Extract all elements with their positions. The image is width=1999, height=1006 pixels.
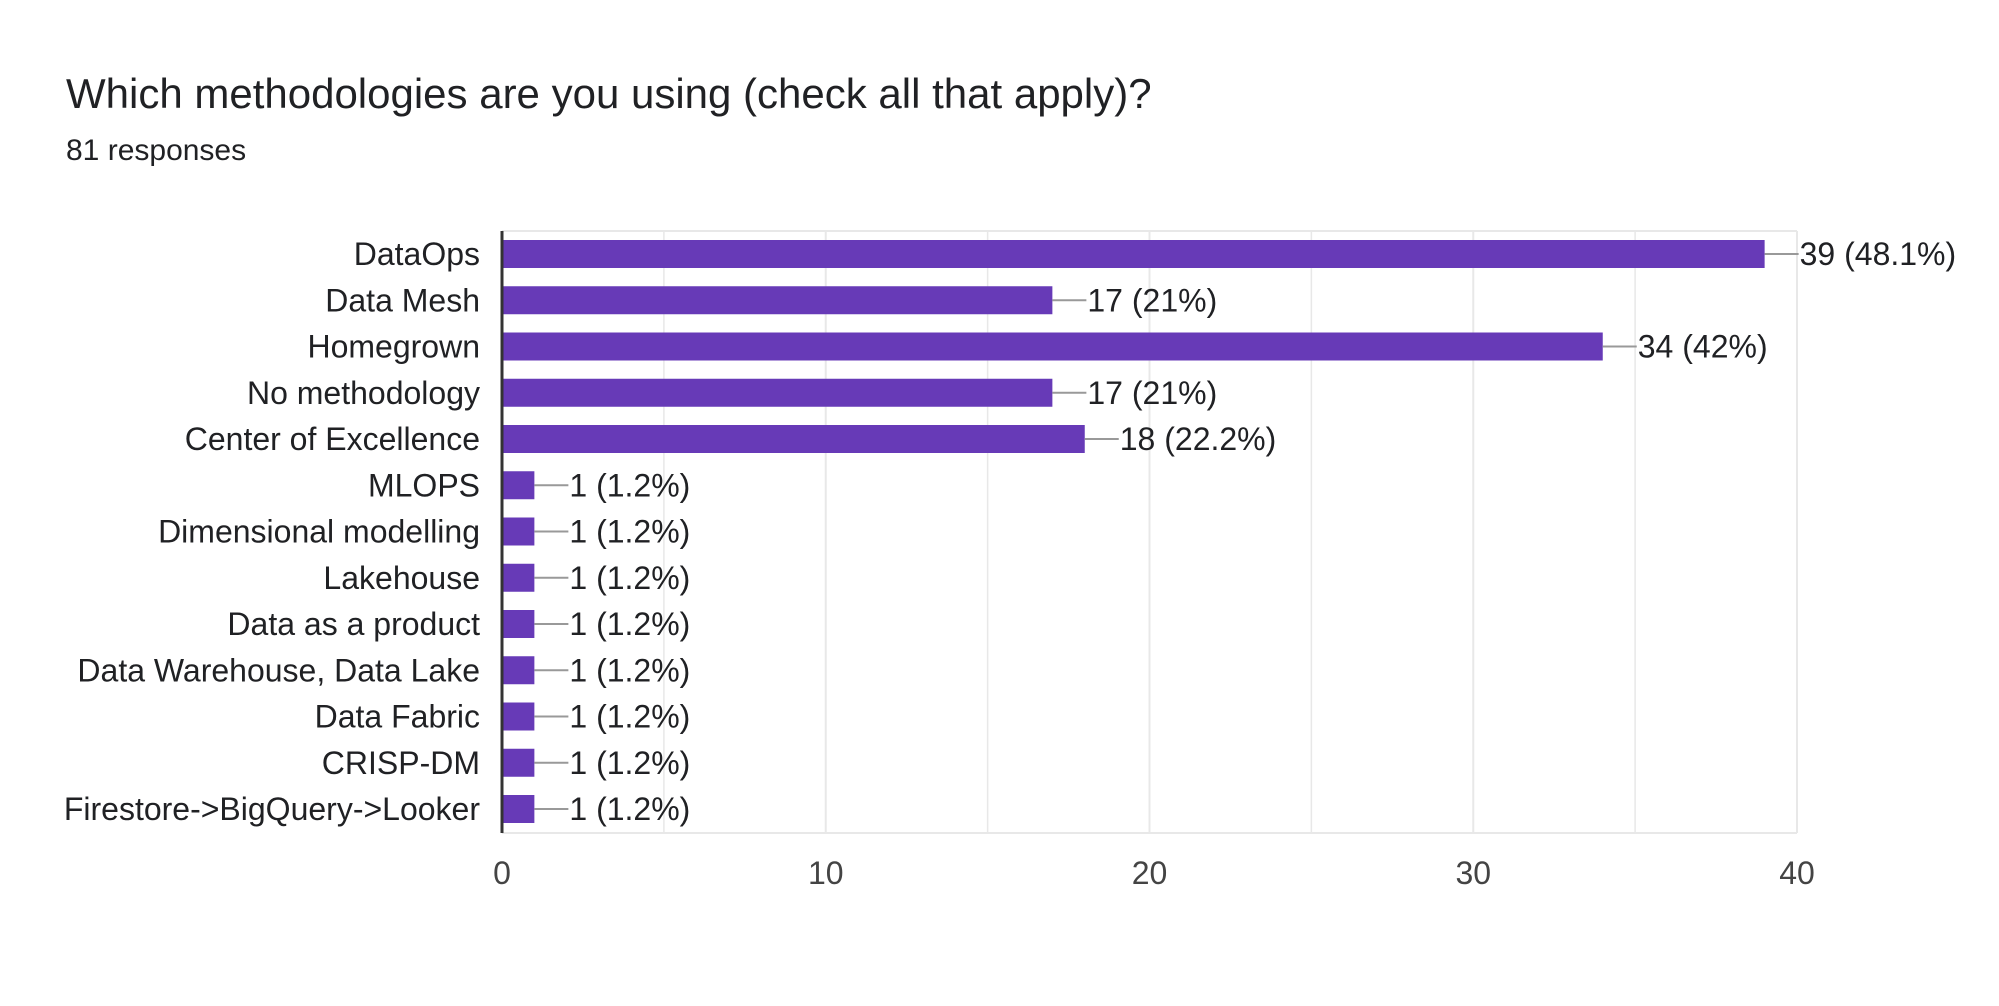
category-label: Dimensional modelling — [158, 514, 480, 550]
data-label: 1 (1.2%) — [569, 560, 690, 596]
bar[interactable] — [502, 748, 535, 777]
x-tick-label: 0 — [493, 855, 511, 891]
grid-layer — [501, 230, 1798, 834]
bar[interactable] — [502, 517, 535, 546]
category-label: MLOPS — [368, 467, 480, 503]
category-label: Firestore->BigQuery->Looker — [64, 791, 481, 827]
bar[interactable] — [502, 378, 1053, 407]
data-label: 1 (1.2%) — [569, 514, 690, 550]
bar[interactable] — [502, 425, 1085, 453]
bar-layer — [502, 240, 1799, 823]
data-label: 18 (22.2%) — [1120, 421, 1277, 457]
question-title: Which methodologies are you using (check… — [66, 70, 1152, 117]
bar[interactable] — [502, 471, 535, 500]
bar[interactable] — [502, 563, 535, 592]
response-count: 81 responses — [66, 134, 247, 167]
bar[interactable] — [502, 656, 535, 685]
data-label: 17 (21%) — [1087, 282, 1217, 318]
category-label: Homegrown — [307, 329, 480, 365]
category-label: Lakehouse — [323, 560, 480, 596]
category-label: Center of Excellence — [185, 421, 480, 457]
data-label: 39 (48.1%) — [1800, 236, 1957, 272]
category-label: DataOps — [354, 236, 480, 272]
x-tick-label: 40 — [1779, 855, 1815, 891]
bar[interactable] — [502, 702, 535, 731]
data-label: 1 (1.2%) — [569, 745, 690, 781]
data-label: 1 (1.2%) — [569, 606, 690, 642]
data-label: 1 (1.2%) — [569, 467, 690, 503]
data-label: 17 (21%) — [1087, 375, 1217, 411]
category-label: No methodology — [247, 375, 480, 411]
data-label: 34 (42%) — [1638, 329, 1768, 365]
bar[interactable] — [502, 795, 535, 823]
category-label: Data as a product — [227, 606, 480, 642]
bar[interactable] — [502, 610, 535, 638]
bar[interactable] — [502, 240, 1765, 268]
data-label: 1 (1.2%) — [569, 652, 690, 688]
x-tick-label: 20 — [1132, 855, 1168, 891]
bar[interactable] — [502, 286, 1053, 315]
category-label: Data Mesh — [325, 282, 480, 318]
category-label: CRISP-DM — [322, 745, 480, 781]
bar[interactable] — [502, 332, 1603, 361]
category-label: Data Fabric — [315, 699, 480, 735]
label-layer: DataOps 39 (48.1%) Data Mesh 17 (21%) Homegr… — [64, 236, 1956, 891]
data-label: 1 (1.2%) — [569, 791, 690, 827]
data-label: 1 (1.2%) — [569, 699, 690, 735]
category-label: Data Warehouse, Data Lake — [77, 652, 480, 688]
x-tick-label: 30 — [1455, 855, 1491, 891]
x-tick-label: 10 — [808, 855, 844, 891]
